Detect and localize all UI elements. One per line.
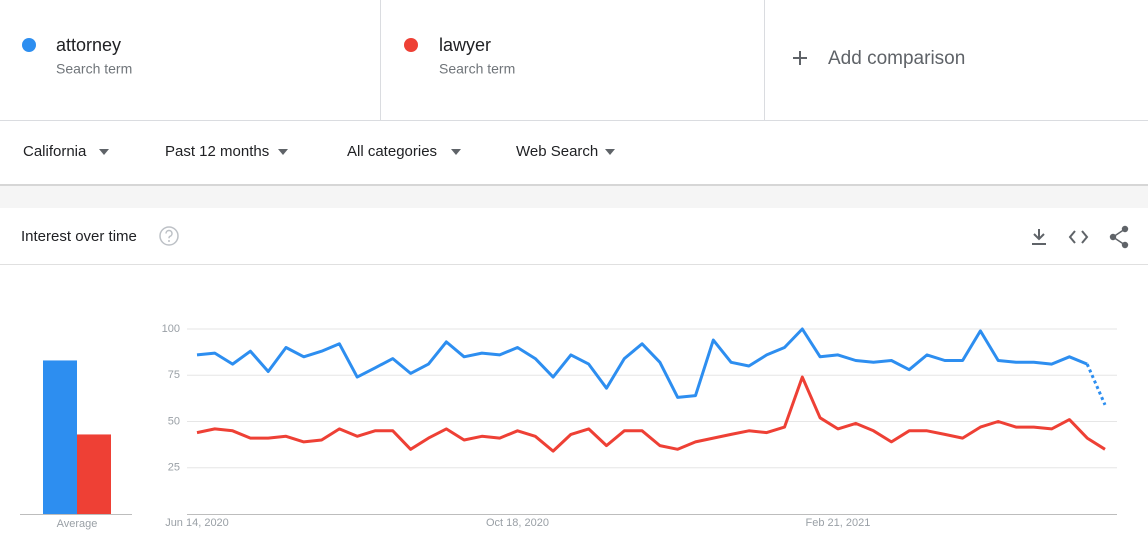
add-comparison-label[interactable]: Add comparison — [828, 48, 965, 69]
plus-icon — [793, 51, 807, 65]
x-tick-label: Oct 18, 2020 — [486, 517, 549, 529]
y-tick-label: 25 — [168, 462, 180, 474]
shadow — [0, 184, 1148, 186]
section-title: Interest over time — [21, 228, 137, 245]
filter-label[interactable]: All categories — [347, 143, 437, 160]
term-name[interactable]: attorney — [56, 35, 121, 55]
filter-label[interactable]: Past 12 months — [165, 143, 269, 160]
series-line — [196, 375, 1106, 453]
share-link — [1111, 228, 1126, 246]
average-bar — [77, 434, 111, 514]
term-color-dot — [22, 38, 36, 52]
term-bar — [0, 0, 1148, 120]
x-tick-label: Feb 21, 2021 — [806, 517, 871, 529]
y-tick-label: 100 — [162, 323, 180, 335]
y-tick-label: 75 — [168, 369, 180, 381]
help-glyph — [165, 229, 173, 239]
x-tick-label: Jun 14, 2020 — [165, 517, 229, 529]
help-icon[interactable] — [159, 226, 179, 246]
partial-line — [1085, 363, 1107, 406]
term-subtitle: Search term — [439, 61, 515, 77]
embed-icon[interactable] — [1068, 230, 1089, 244]
term-subtitle: Search term — [56, 61, 132, 77]
y-tick-label: 50 — [168, 415, 180, 427]
term-color-dot — [404, 38, 418, 52]
filter-label[interactable]: California — [23, 143, 87, 160]
dropdown-arrow[interactable] — [605, 149, 615, 155]
help-circle — [159, 226, 179, 246]
chart: 25 50 75 100 Jun 14, 2020 Oct 18, 2020 Feb 21,… — [43, 323, 1117, 530]
filter-bar — [0, 121, 1148, 184]
average-bar — [43, 360, 77, 514]
series-line — [196, 327, 1088, 399]
average-label: Average — [57, 518, 98, 530]
term-name[interactable]: lawyer — [439, 35, 491, 55]
help-dot — [168, 240, 170, 242]
share-icon[interactable] — [1109, 225, 1129, 249]
filter-label[interactable]: Web Search — [516, 143, 598, 160]
add-comparison-button[interactable]: Add comparison — [793, 48, 965, 69]
download-icon[interactable] — [1032, 229, 1046, 245]
dropdown-arrow[interactable] — [99, 149, 109, 155]
dropdown-arrow[interactable] — [278, 149, 288, 155]
page-gap — [0, 184, 1148, 208]
dropdown-arrow[interactable] — [451, 149, 461, 155]
